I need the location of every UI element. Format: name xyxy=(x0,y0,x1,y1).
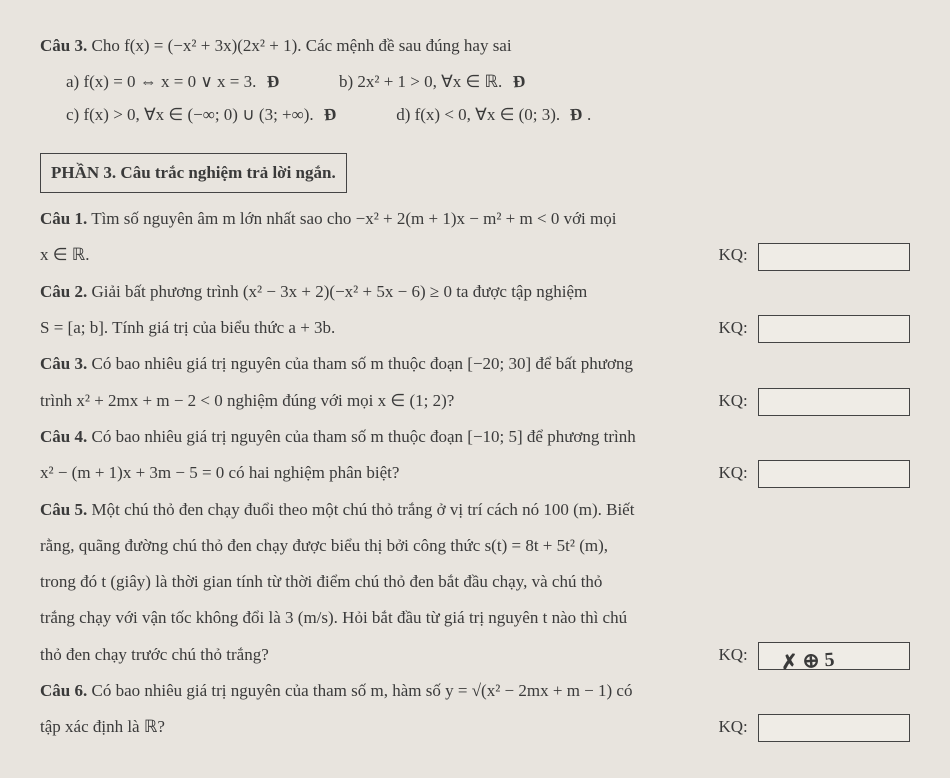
q3-opt-b-text: b) 2x² + 1 > 0, ∀x ∈ ℝ. xyxy=(339,72,502,91)
p3-q1-line2: x ∈ ℝ. xyxy=(40,245,90,264)
p3-q2-line2: S = [a; b]. Tính giá trị của biểu thức a… xyxy=(40,318,335,337)
kq-wrap: KQ: xyxy=(718,239,910,271)
q3-opt-a-text: a) f(x) = 0 ⇔ x = 0 ∨ x = 3. xyxy=(66,72,256,91)
answer-box[interactable] xyxy=(758,243,910,271)
p3-q3: Câu 3. Có bao nhiêu giá trị nguyên của t… xyxy=(40,348,910,380)
q3-opt-a: a) f(x) = 0 ⇔ x = 0 ∨ x = 3. Đ xyxy=(66,66,279,98)
answer-box[interactable] xyxy=(758,714,910,742)
p3-q6-line2: tập xác định là ℝ? xyxy=(40,717,165,736)
kq-label: KQ: xyxy=(718,318,747,337)
kq-wrap: KQ: ✗ ⊕ 5 xyxy=(718,639,910,671)
p3-q5-line5: thỏ đen chạy trước chú thỏ trắng? xyxy=(40,645,269,664)
p3-q3-label: Câu 3. xyxy=(40,354,87,373)
p3-q5-line4: trắng chạy với vận tốc không đổi là 3 (m… xyxy=(40,602,910,634)
question-3: Câu 3. Cho f(x) = (−x² + 3x)(2x² + 1). C… xyxy=(40,30,910,62)
kq-label: KQ: xyxy=(718,463,747,482)
p3-q3-line1: Có bao nhiêu giá trị nguyên của tham số … xyxy=(91,354,632,373)
answer-box[interactable] xyxy=(758,460,910,488)
p3-q4-line2: x² − (m + 1)x + 3m − 5 = 0 có hai nghiệm… xyxy=(40,463,399,482)
q3-opt-c: c) f(x) > 0, ∀x ∈ (−∞; 0) ∪ (3; +∞). Đ xyxy=(66,99,336,131)
kq-label: KQ: xyxy=(718,245,747,264)
p3-q4-line1: Có bao nhiêu giá trị nguyên của tham số … xyxy=(91,427,635,446)
q3-opt-c-text: c) f(x) > 0, ∀x ∈ (−∞; 0) ∪ (3; +∞). xyxy=(66,105,314,124)
p3-q2: Câu 2. Giải bất phương trình (x² − 3x + … xyxy=(40,276,910,308)
p3-q3-line2-row: trình x² + 2mx + m − 2 < 0 nghiệm đúng v… xyxy=(40,385,910,417)
p3-q6-line2-row: tập xác định là ℝ? KQ: xyxy=(40,711,910,743)
p3-q5: Câu 5. Một chú thỏ đen chạy đuổi theo mộ… xyxy=(40,494,910,526)
q3-label: Câu 3. xyxy=(40,36,87,55)
q3-options-row2: c) f(x) > 0, ∀x ∈ (−∞; 0) ∪ (3; +∞). Đ d… xyxy=(66,99,910,131)
handwritten-mark: Đ xyxy=(323,98,338,131)
kq-wrap: KQ: xyxy=(718,312,910,344)
p3-q5-line1: Một chú thỏ đen chạy đuổi theo một chú t… xyxy=(91,500,634,519)
p3-q5-line2: rằng, quãng đường chú thỏ đen chạy được … xyxy=(40,530,910,562)
p3-q2-label: Câu 2. xyxy=(40,282,87,301)
p3-q5-line3: trong đó t (giây) là thời gian tính từ t… xyxy=(40,566,910,598)
p3-q4-label: Câu 4. xyxy=(40,427,87,446)
p3-q6-line1: Có bao nhiêu giá trị nguyên của tham số … xyxy=(91,681,632,700)
answer-box[interactable]: ✗ ⊕ 5 xyxy=(758,642,910,670)
q3-options: a) f(x) = 0 ⇔ x = 0 ∨ x = 3. Đ b) 2x² + … xyxy=(66,66,910,98)
p3-q1: Câu 1. Tìm số nguyên âm m lớn nhất sao c… xyxy=(40,203,910,235)
handwritten-mark: Đ xyxy=(569,98,584,131)
q3-opt-b: b) 2x² + 1 > 0, ∀x ∈ ℝ. Đ xyxy=(339,66,525,98)
kq-label: KQ: xyxy=(718,717,747,736)
q3-opt-d: d) f(x) < 0, ∀x ∈ (0; 3). Đ . xyxy=(396,99,591,131)
p3-q2-line1: Giải bất phương trình (x² − 3x + 2)(−x² … xyxy=(91,282,587,301)
kq-label: KQ: xyxy=(718,645,747,664)
p3-q2-line2-row: S = [a; b]. Tính giá trị của biểu thức a… xyxy=(40,312,910,344)
kq-wrap: KQ: xyxy=(718,457,910,489)
q3-stem: Cho f(x) = (−x² + 3x)(2x² + 1). Các mệnh… xyxy=(91,36,511,55)
answer-box[interactable] xyxy=(758,388,910,416)
handwritten-mark: Đ xyxy=(511,66,526,99)
p3-q6-label: Câu 6. xyxy=(40,681,87,700)
kq-label: KQ: xyxy=(718,391,747,410)
p3-q1-line2-row: x ∈ ℝ. KQ: xyxy=(40,239,910,271)
p3-q1-line1: Tìm số nguyên âm m lớn nhất sao cho −x² … xyxy=(91,209,616,228)
p3-q1-label: Câu 1. xyxy=(40,209,87,228)
p3-q4: Câu 4. Có bao nhiêu giá trị nguyên của t… xyxy=(40,421,910,453)
p3-q5-label: Câu 5. xyxy=(40,500,87,519)
kq-wrap: KQ: xyxy=(718,385,910,417)
p3-q5-line5-row: thỏ đen chạy trước chú thỏ trắng? KQ: ✗ … xyxy=(40,639,910,671)
p3-q4-line2-row: x² − (m + 1)x + 3m − 5 = 0 có hai nghiệm… xyxy=(40,457,910,489)
answer-box[interactable] xyxy=(758,315,910,343)
handwritten-answer: ✗ ⊕ 5 xyxy=(764,640,836,683)
handwritten-mark: Đ xyxy=(266,66,281,99)
q3-opt-d-text: d) f(x) < 0, ∀x ∈ (0; 3). xyxy=(396,105,560,124)
kq-wrap: KQ: xyxy=(718,711,910,743)
p3-q3-line2: trình x² + 2mx + m − 2 < 0 nghiệm đúng v… xyxy=(40,391,454,410)
section-3-title: PHẦN 3. Câu trắc nghiệm trả lời ngắn. xyxy=(40,153,347,193)
